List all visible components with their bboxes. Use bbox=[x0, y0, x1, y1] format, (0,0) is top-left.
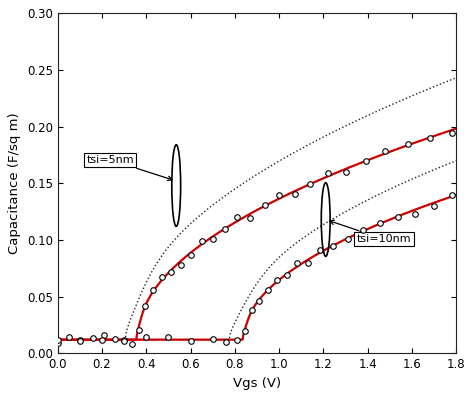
Text: tsi=5nm: tsi=5nm bbox=[87, 155, 172, 181]
Y-axis label: Capacitance (F/sq m): Capacitance (F/sq m) bbox=[9, 113, 21, 254]
Text: tsi=10nm: tsi=10nm bbox=[329, 220, 411, 244]
X-axis label: Vgs (V): Vgs (V) bbox=[233, 377, 281, 390]
